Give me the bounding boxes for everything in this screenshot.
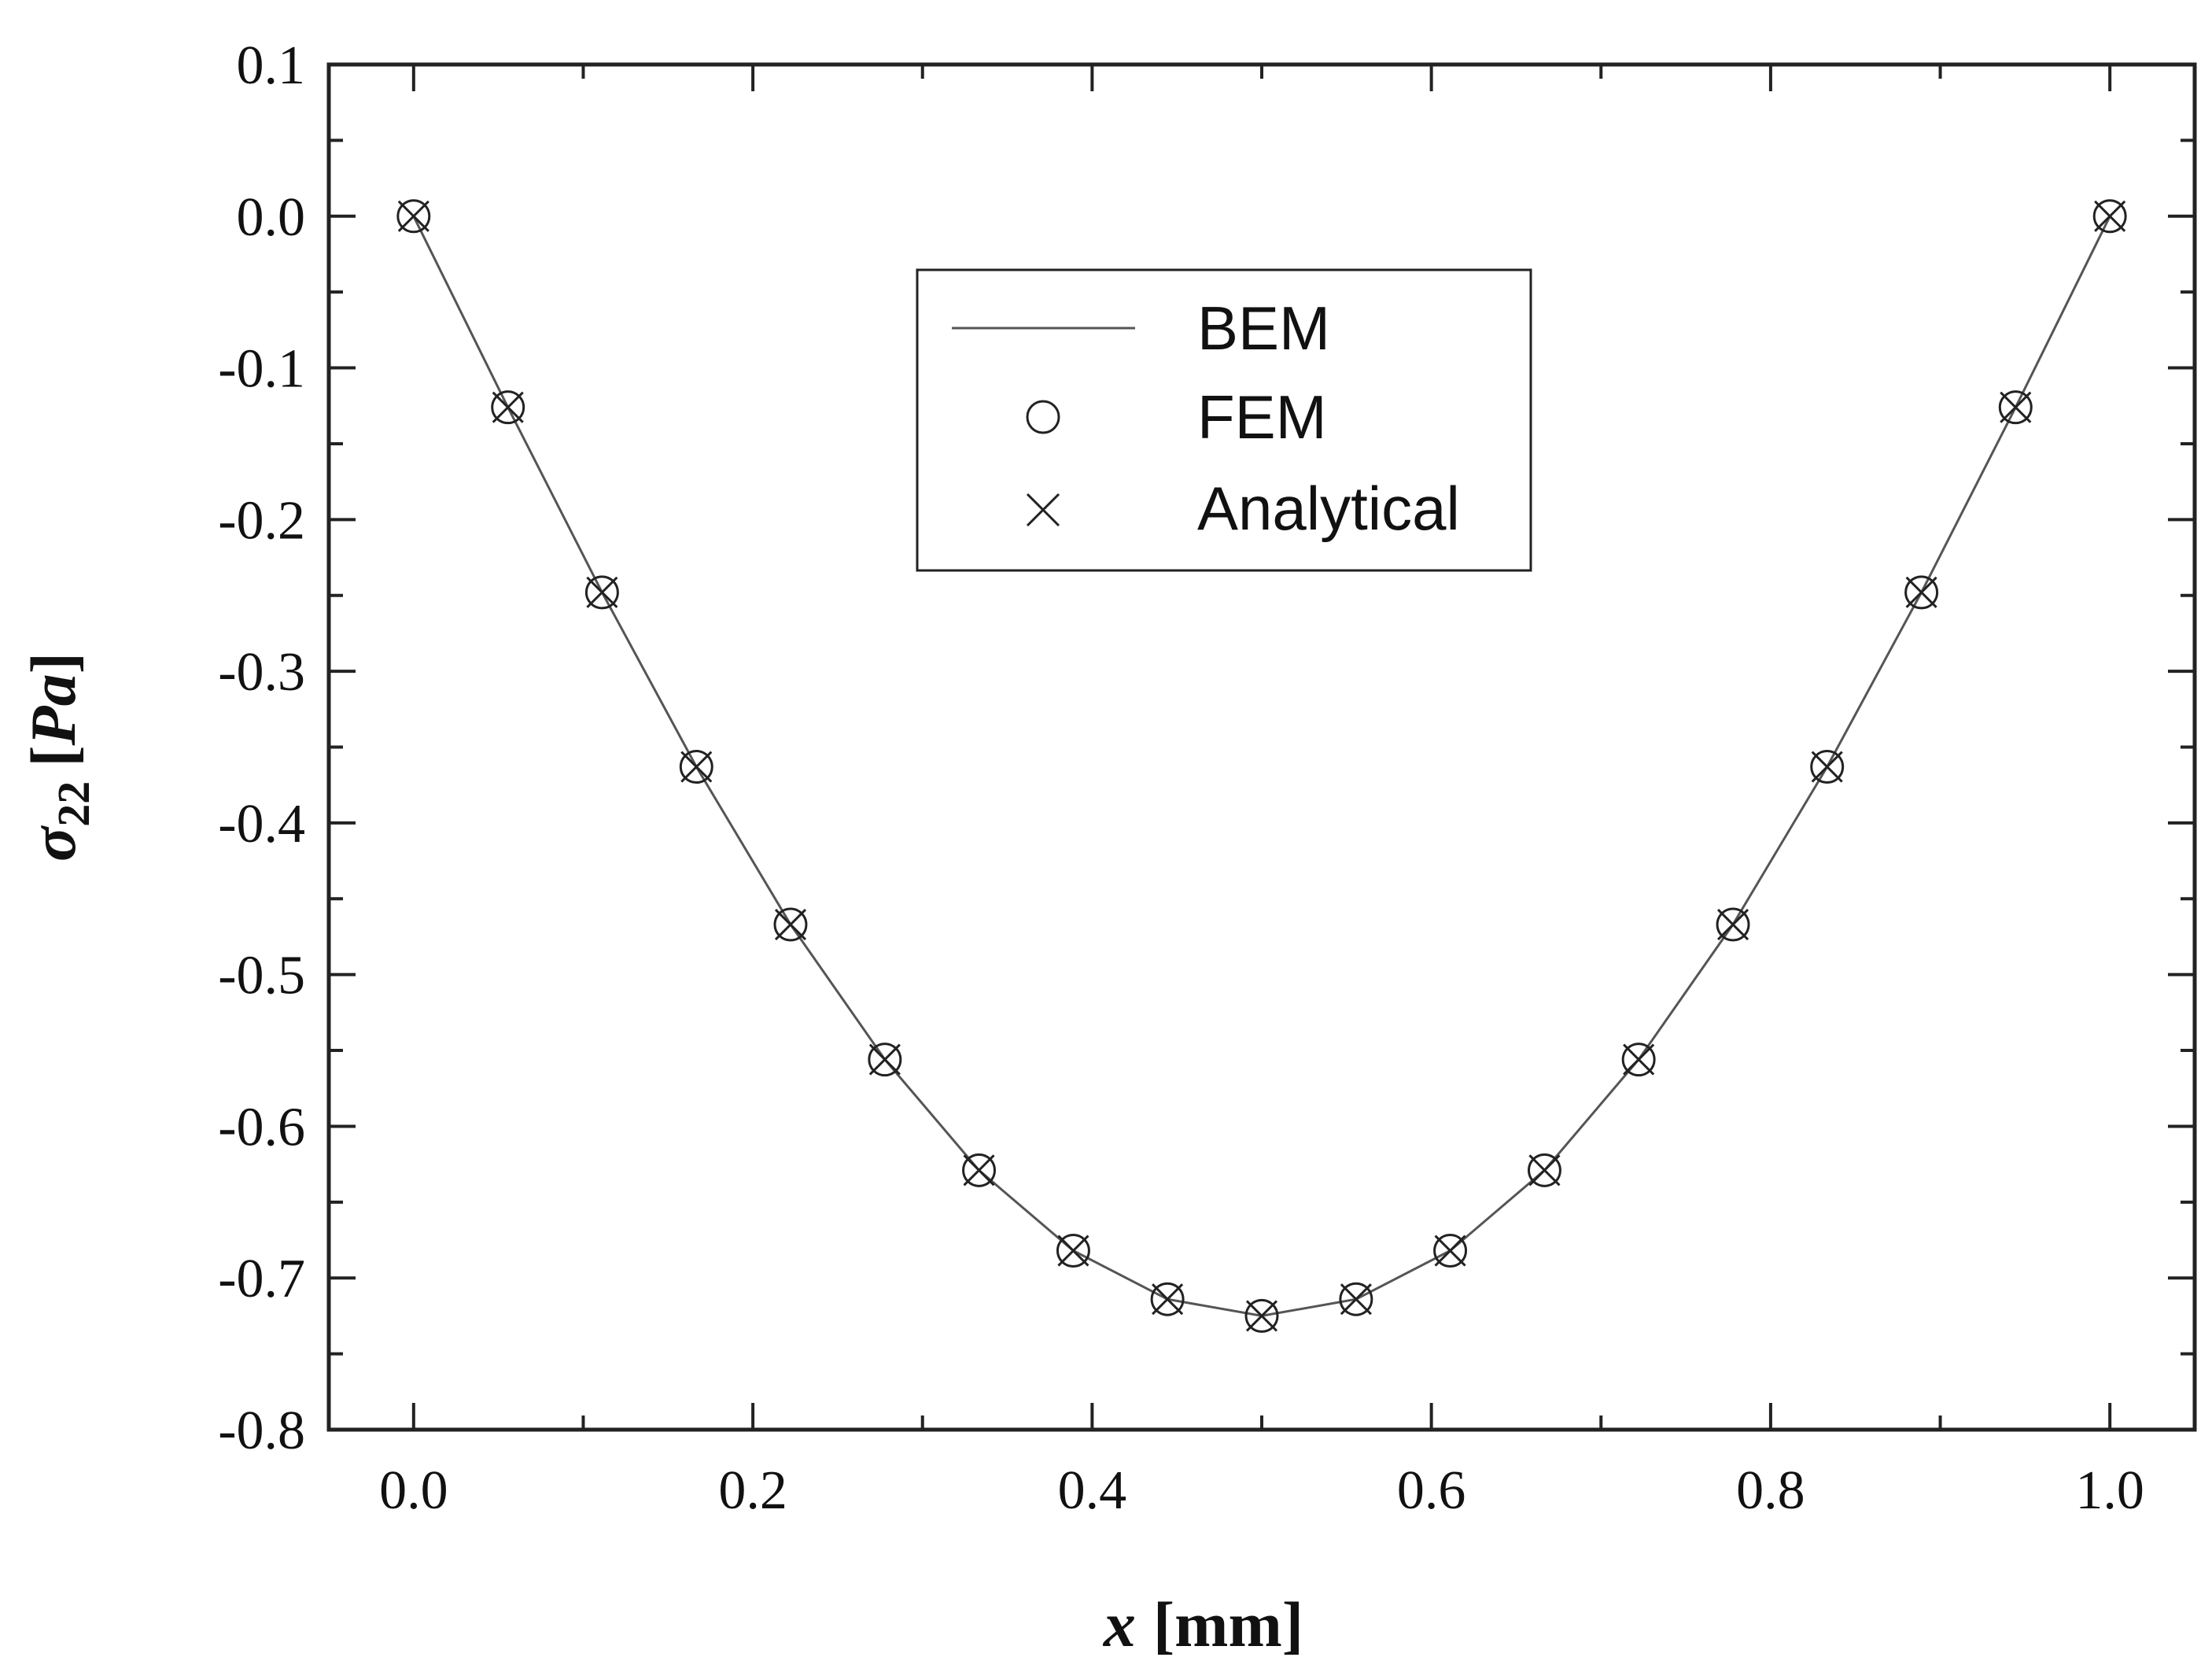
fem-point xyxy=(679,750,713,784)
y-tick-label: -0.4 xyxy=(218,794,305,854)
x-tick-label: 0.2 xyxy=(718,1460,787,1521)
fem-point xyxy=(868,1043,902,1077)
x-tick-label: 0.8 xyxy=(1736,1460,1805,1521)
analytical-point xyxy=(868,1043,901,1076)
analytical-point xyxy=(680,751,713,783)
analytical-point xyxy=(1716,908,1749,941)
analytical-point xyxy=(586,576,618,608)
analytical-point xyxy=(963,1154,995,1187)
fem-point xyxy=(1244,1298,1279,1333)
fem-point xyxy=(962,1153,997,1187)
analytical-point xyxy=(1152,1283,1184,1316)
plot-series xyxy=(396,199,2127,1333)
analytical-point xyxy=(2094,200,2126,232)
fem-point xyxy=(773,907,808,942)
fem-point xyxy=(1339,1282,1373,1316)
y-axis-unit: Pa xyxy=(17,674,89,746)
y-axis-subscript: 22 xyxy=(48,781,99,827)
legend-fem-marker xyxy=(1026,400,1060,434)
fem-point xyxy=(1904,575,1939,610)
tick-labels: 0.0 0.2 0.4 0.6 0.8 1.0 0.1 0.0 -0.1 -0.2 -0.3 -0.4… xyxy=(218,35,2144,1521)
fem-point xyxy=(1998,390,2033,425)
x-tick-label: 0.6 xyxy=(1397,1460,1466,1521)
x-axis-unit: [mm] xyxy=(1153,1589,1303,1660)
x-axis-var: x xyxy=(1103,1589,1136,1660)
analytical-point xyxy=(492,391,524,423)
legend-analytical-marker xyxy=(1026,493,1060,527)
analytical-point xyxy=(1245,1300,1278,1332)
y-tick-label: -0.5 xyxy=(218,946,305,1006)
analytical-point xyxy=(1340,1283,1372,1316)
fem-point xyxy=(1527,1153,1561,1187)
x-axis-title: x [mm] xyxy=(1103,1589,1303,1660)
legend-bem-label: BEM xyxy=(1197,293,1330,363)
fem-point xyxy=(1433,1234,1468,1268)
fem-point xyxy=(1150,1282,1185,1316)
analytical-point xyxy=(774,908,807,941)
fem-point xyxy=(396,199,431,234)
y-axis-var: σ xyxy=(17,825,89,862)
y-tick-label: 0.0 xyxy=(237,187,306,248)
plot-frame xyxy=(326,62,2197,1432)
analytical-point xyxy=(1623,1043,1655,1076)
analytical-point xyxy=(1057,1235,1089,1267)
y-tick-label: -0.7 xyxy=(218,1249,305,1309)
legend-analytical-label: Analytical xyxy=(1197,474,1460,543)
y-tick-label: 0.1 xyxy=(237,35,306,96)
y-tick-label: -0.2 xyxy=(218,490,305,551)
analytical-point xyxy=(1528,1154,1561,1187)
y-tick-label: -0.1 xyxy=(218,339,305,400)
fem-point xyxy=(1716,907,1750,942)
fem-point xyxy=(1056,1234,1090,1268)
fem-point xyxy=(584,575,619,610)
fem-point xyxy=(2092,199,2127,234)
x-tick-label: 0.4 xyxy=(1058,1460,1127,1521)
fem-point xyxy=(1810,750,1845,784)
fem-point xyxy=(1621,1043,1656,1077)
x-tick-label: 1.0 xyxy=(2075,1460,2144,1521)
legend: BEM FEM Analytical xyxy=(916,268,1532,572)
analytical-point xyxy=(397,200,429,232)
analytical-point xyxy=(2000,391,2032,423)
y-axis-unit-open: [ xyxy=(17,745,89,766)
legend-box xyxy=(916,268,1532,572)
analytical-point xyxy=(1434,1235,1466,1267)
y-tick-label: -0.8 xyxy=(218,1401,305,1461)
legend-fem-label: FEM xyxy=(1197,382,1327,452)
fem-point xyxy=(491,390,525,425)
x-tick-label: 0.0 xyxy=(379,1460,448,1521)
y-tick-label: -0.6 xyxy=(218,1097,305,1157)
y-tick-label: -0.3 xyxy=(218,642,305,703)
y-axis-title: σ22 [Pa] xyxy=(17,652,99,862)
analytical-point xyxy=(1905,576,1937,608)
analytical-point xyxy=(1811,751,1843,783)
y-axis-unit-close: ] xyxy=(17,652,89,674)
